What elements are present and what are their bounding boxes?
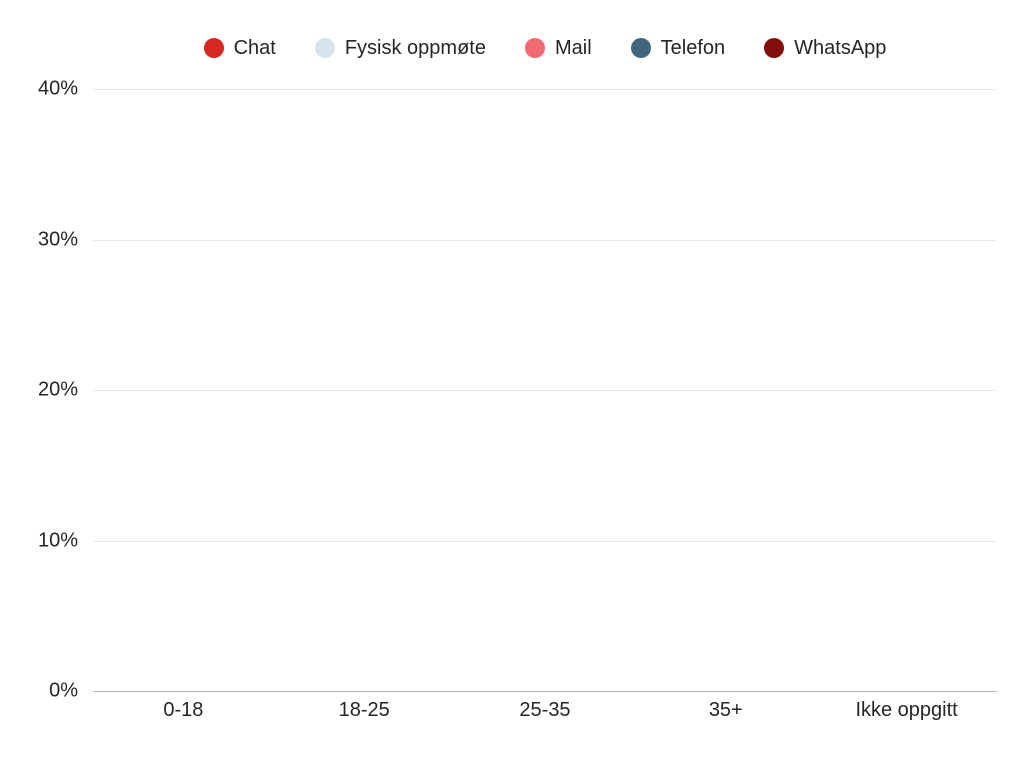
legend-item[interactable]: WhatsApp [764, 37, 886, 60]
legend-item[interactable]: Fysisk oppmøte [314, 36, 486, 60]
y-tick-label: 0% [49, 679, 78, 702]
x-axis: 0-18 18-25 25-35 35+ Ikke oppgitt [93, 699, 997, 722]
x-tick-label: 0-18 [163, 699, 204, 721]
bar-group [93, 89, 274, 691]
bar-group [274, 89, 455, 691]
legend-item[interactable]: Mail [524, 36, 592, 60]
y-tick-label: 40% [37, 77, 78, 100]
legend-label: Chat [233, 36, 276, 59]
plot-area [93, 89, 997, 692]
gridline [93, 540, 997, 542]
bar-group [816, 89, 997, 691]
bar-groups [93, 89, 997, 691]
y-tick-label: 10% [37, 529, 78, 551]
chart-legend: Chat Fysisk oppmøte Mail Telefon WhatsApp [93, 34, 997, 62]
legend-item[interactable]: Telefon [630, 36, 726, 60]
gridline [93, 390, 997, 391]
legend-dot-icon [314, 38, 335, 58]
bar-group [635, 89, 816, 691]
x-axis-baseline [93, 691, 997, 692]
x-tick-label: 35+ [708, 699, 743, 721]
legend-label: WhatsApp [794, 36, 887, 59]
y-tick-label: 30% [37, 228, 78, 250]
x-tick-label: 18-25 [338, 699, 390, 721]
legend-dot-icon [630, 38, 651, 58]
legend-label: Telefon [660, 36, 726, 59]
legend-dot-icon [203, 38, 224, 58]
y-axis: 0% 10% 20% 30% 40% [0, 78, 78, 702]
legend-dot-icon [524, 38, 545, 58]
y-tick-label: 20% [37, 378, 78, 401]
legend-dot-icon [764, 38, 785, 58]
x-tick-label: Ikke oppgitt [855, 699, 958, 721]
gridline [93, 239, 997, 241]
bar-group [455, 89, 636, 691]
legend-label: Mail [554, 36, 592, 59]
legend-label: Fysisk oppmøte [344, 36, 486, 59]
legend-item[interactable]: Chat [203, 36, 276, 60]
gridline [93, 89, 997, 90]
x-tick-label: 25-35 [519, 699, 571, 721]
